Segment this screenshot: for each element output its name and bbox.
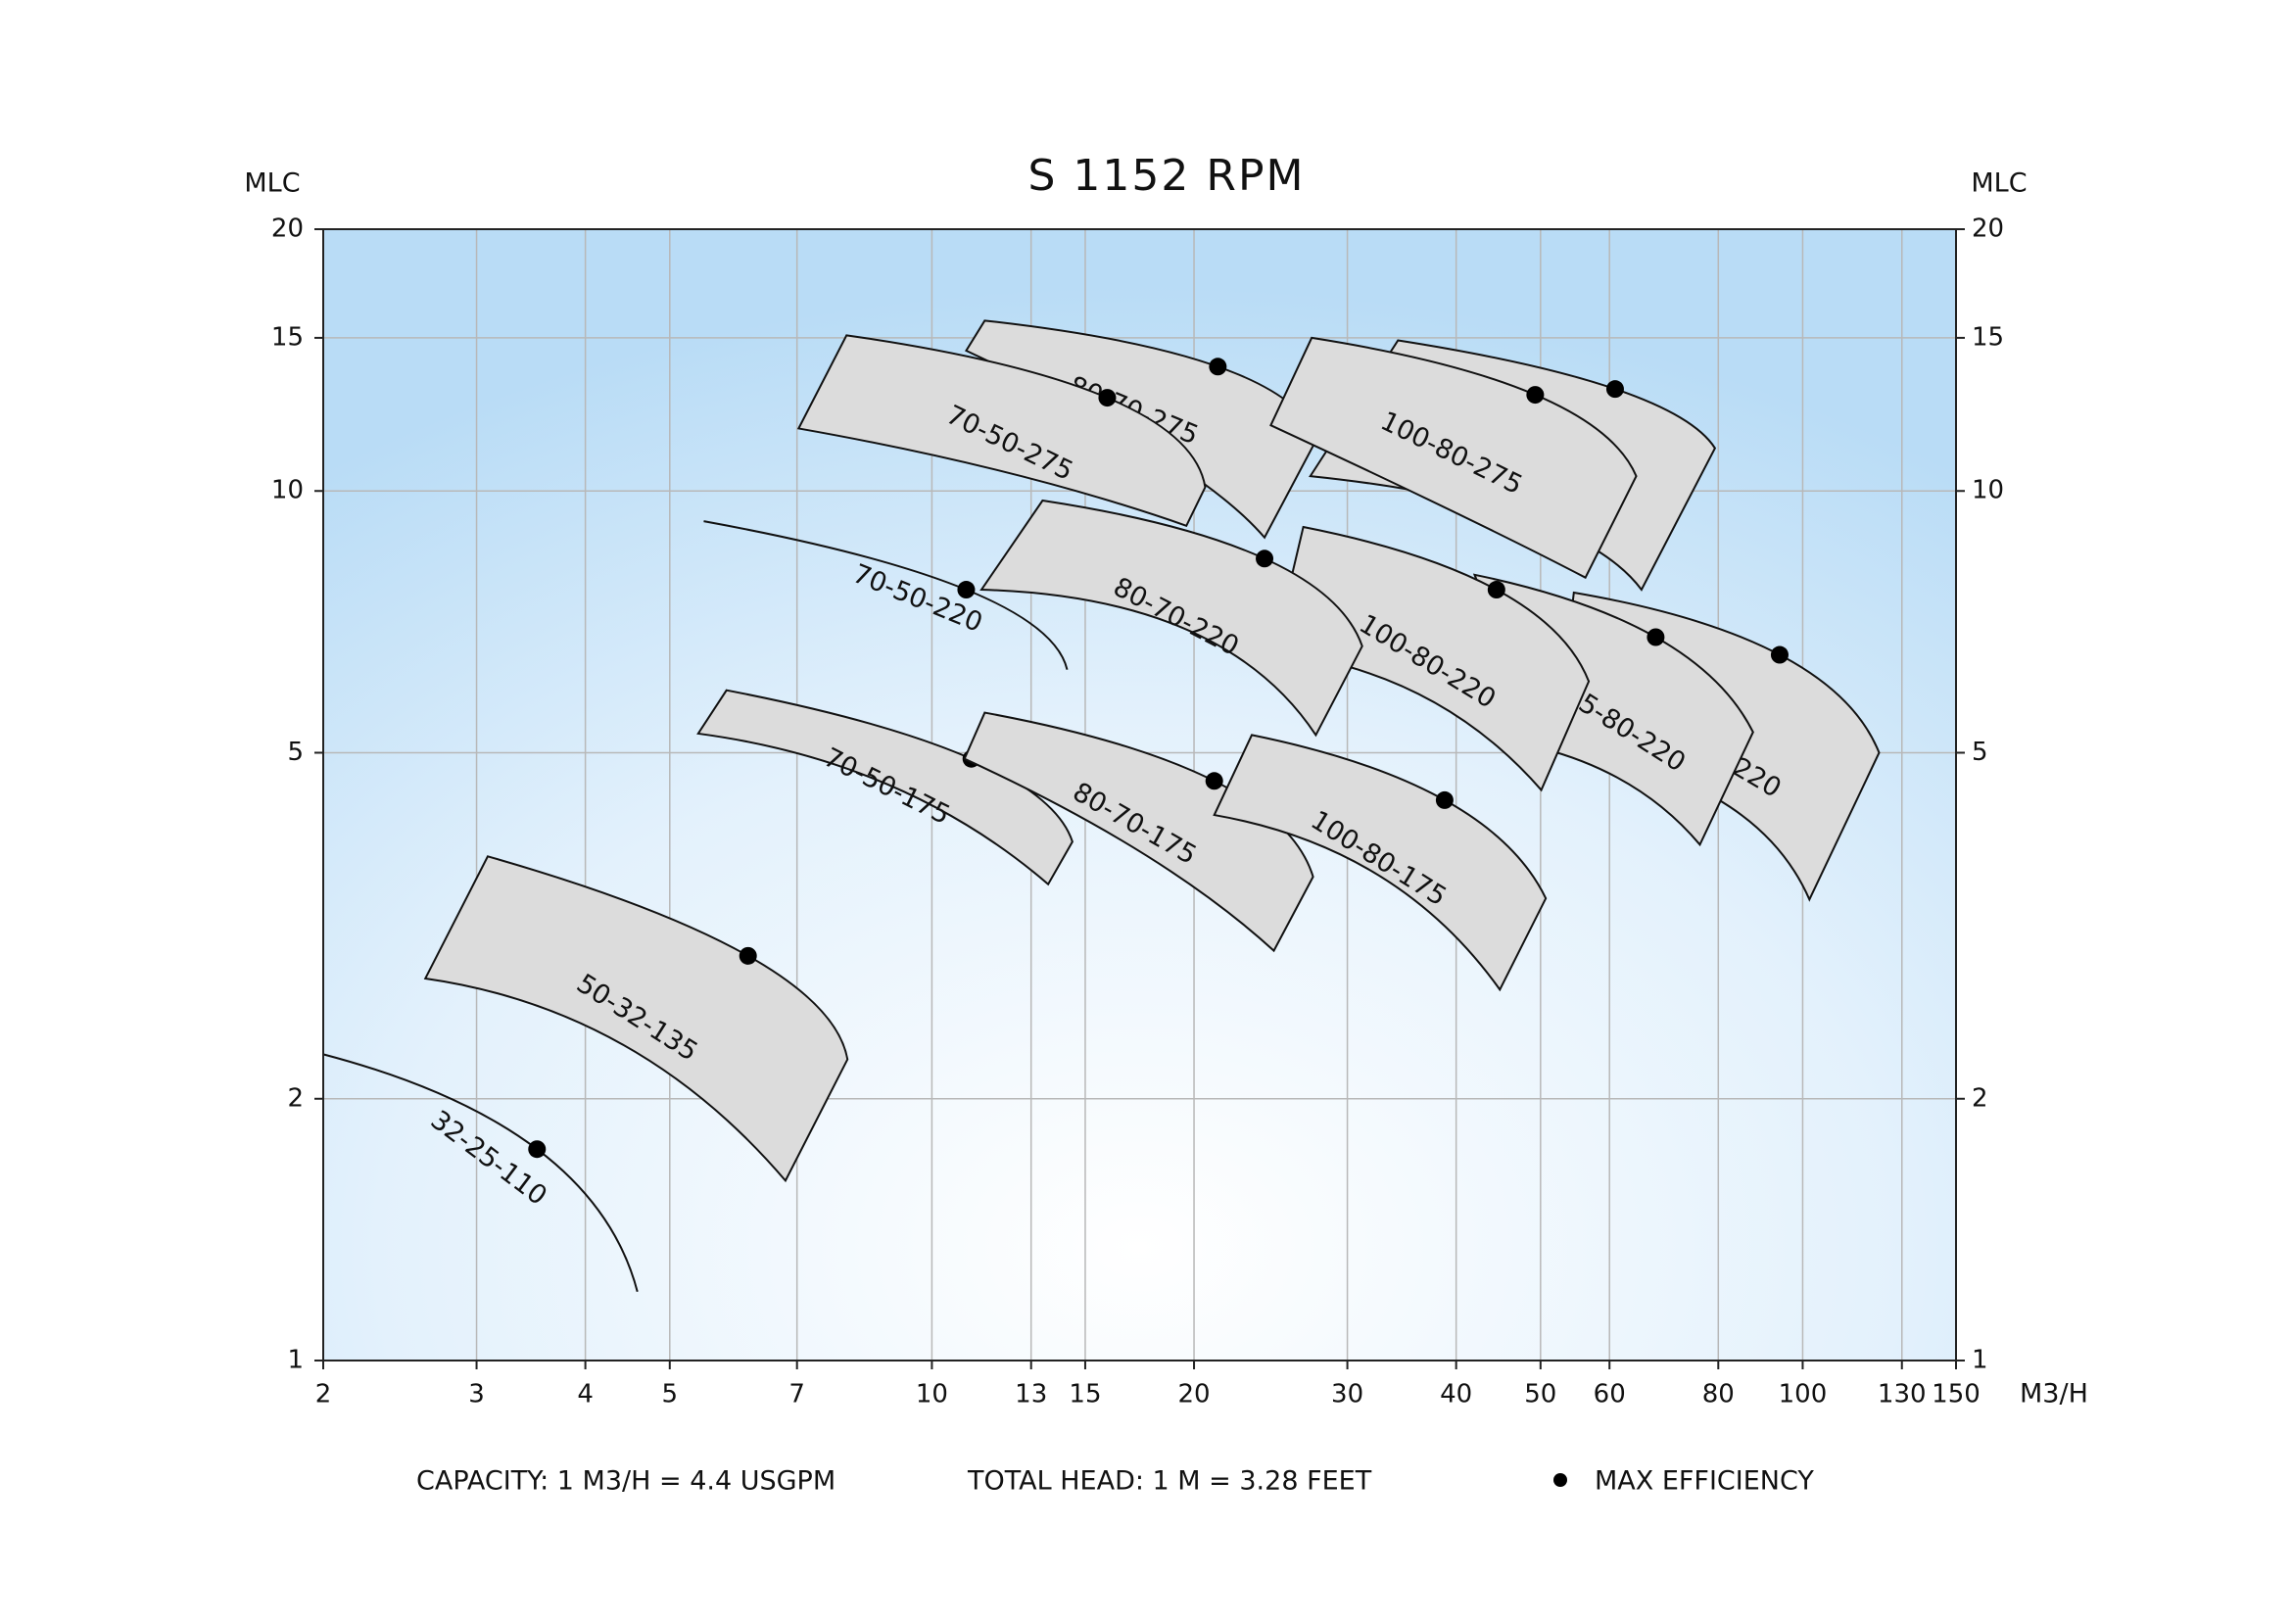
coverage-area — [1272, 525, 1591, 792]
x-tick-label: 80 — [1702, 1380, 1735, 1409]
x-tick-label: 100 — [1779, 1380, 1828, 1409]
x-tick-label: 2 — [315, 1380, 332, 1409]
legend-marker — [1553, 1473, 1567, 1487]
x-tick-label: 4 — [577, 1380, 594, 1409]
max-efficiency-point — [1605, 380, 1624, 399]
y2-tick-label: 1 — [1972, 1346, 1988, 1375]
y2-tick-label: 20 — [1972, 215, 2004, 244]
max-efficiency-point — [1256, 549, 1274, 568]
max-efficiency-point — [1209, 358, 1227, 376]
x-tick-label: 30 — [1331, 1380, 1363, 1409]
coverage-area — [963, 711, 1314, 953]
coverage-area — [1269, 336, 1638, 580]
y-tick-label: 20 — [271, 215, 304, 244]
x-tick-label: 15 — [1069, 1380, 1101, 1409]
x-tick-label: 5 — [662, 1380, 679, 1409]
x-axis-label: M3/H — [2020, 1379, 2088, 1409]
x-tick-label: 13 — [1015, 1380, 1047, 1409]
max-efficiency-point — [1205, 772, 1223, 790]
x-tick-label: 60 — [1594, 1380, 1626, 1409]
coverage-area — [979, 499, 1363, 738]
y2-tick-label: 10 — [1972, 476, 2004, 505]
coverage-area — [423, 855, 849, 1183]
x-tick-label: 50 — [1524, 1380, 1556, 1409]
y2-axis-label: MLC — [1971, 168, 2027, 199]
legend-label: MAX EFFICIENCY — [1595, 1466, 1814, 1497]
y2-tick-label: 2 — [1972, 1083, 1988, 1113]
plot-frame — [322, 228, 1957, 1361]
y-tick-label: 5 — [287, 738, 304, 767]
x-tick-label: 7 — [788, 1380, 805, 1409]
y-tick-label: 10 — [271, 476, 304, 505]
x-tick-label: 40 — [1440, 1380, 1472, 1409]
y-tick-label: 1 — [287, 1346, 304, 1375]
x-tick-label: 20 — [1177, 1380, 1210, 1409]
y2-tick-label: 15 — [1972, 322, 2004, 352]
max-efficiency-point — [1770, 645, 1789, 664]
max-efficiency-point — [1487, 581, 1505, 599]
max-efficiency-point — [1435, 790, 1454, 809]
chart-title: S 1152 RPM — [1028, 151, 1306, 201]
max-efficiency-point — [1526, 386, 1545, 405]
max-efficiency-point — [1647, 628, 1665, 646]
x-tick-label: 150 — [1932, 1380, 1981, 1409]
pump-region: 100-80-275 — [1269, 336, 1638, 580]
max-efficiency-point — [1098, 389, 1117, 407]
note: CAPACITY: 1 M3/H = 4.4 USGPM — [416, 1466, 835, 1497]
y-axis-label: MLC — [244, 168, 300, 199]
y-tick-label: 2 — [287, 1083, 304, 1113]
x-tick-label: 10 — [916, 1380, 948, 1409]
max-efficiency-point — [739, 946, 757, 965]
coverage-area — [696, 689, 1074, 886]
x-tick-label: 3 — [468, 1380, 485, 1409]
coverage-area — [796, 334, 1207, 527]
max-efficiency-point — [528, 1140, 547, 1159]
x-tick-label: 130 — [1878, 1380, 1927, 1409]
y-tick-label: 15 — [271, 322, 304, 352]
note: TOTAL HEAD: 1 M = 3.28 FEET — [967, 1466, 1372, 1497]
coverage-area — [1213, 734, 1548, 992]
y2-tick-label: 5 — [1972, 738, 1988, 767]
max-efficiency-point — [957, 581, 976, 599]
